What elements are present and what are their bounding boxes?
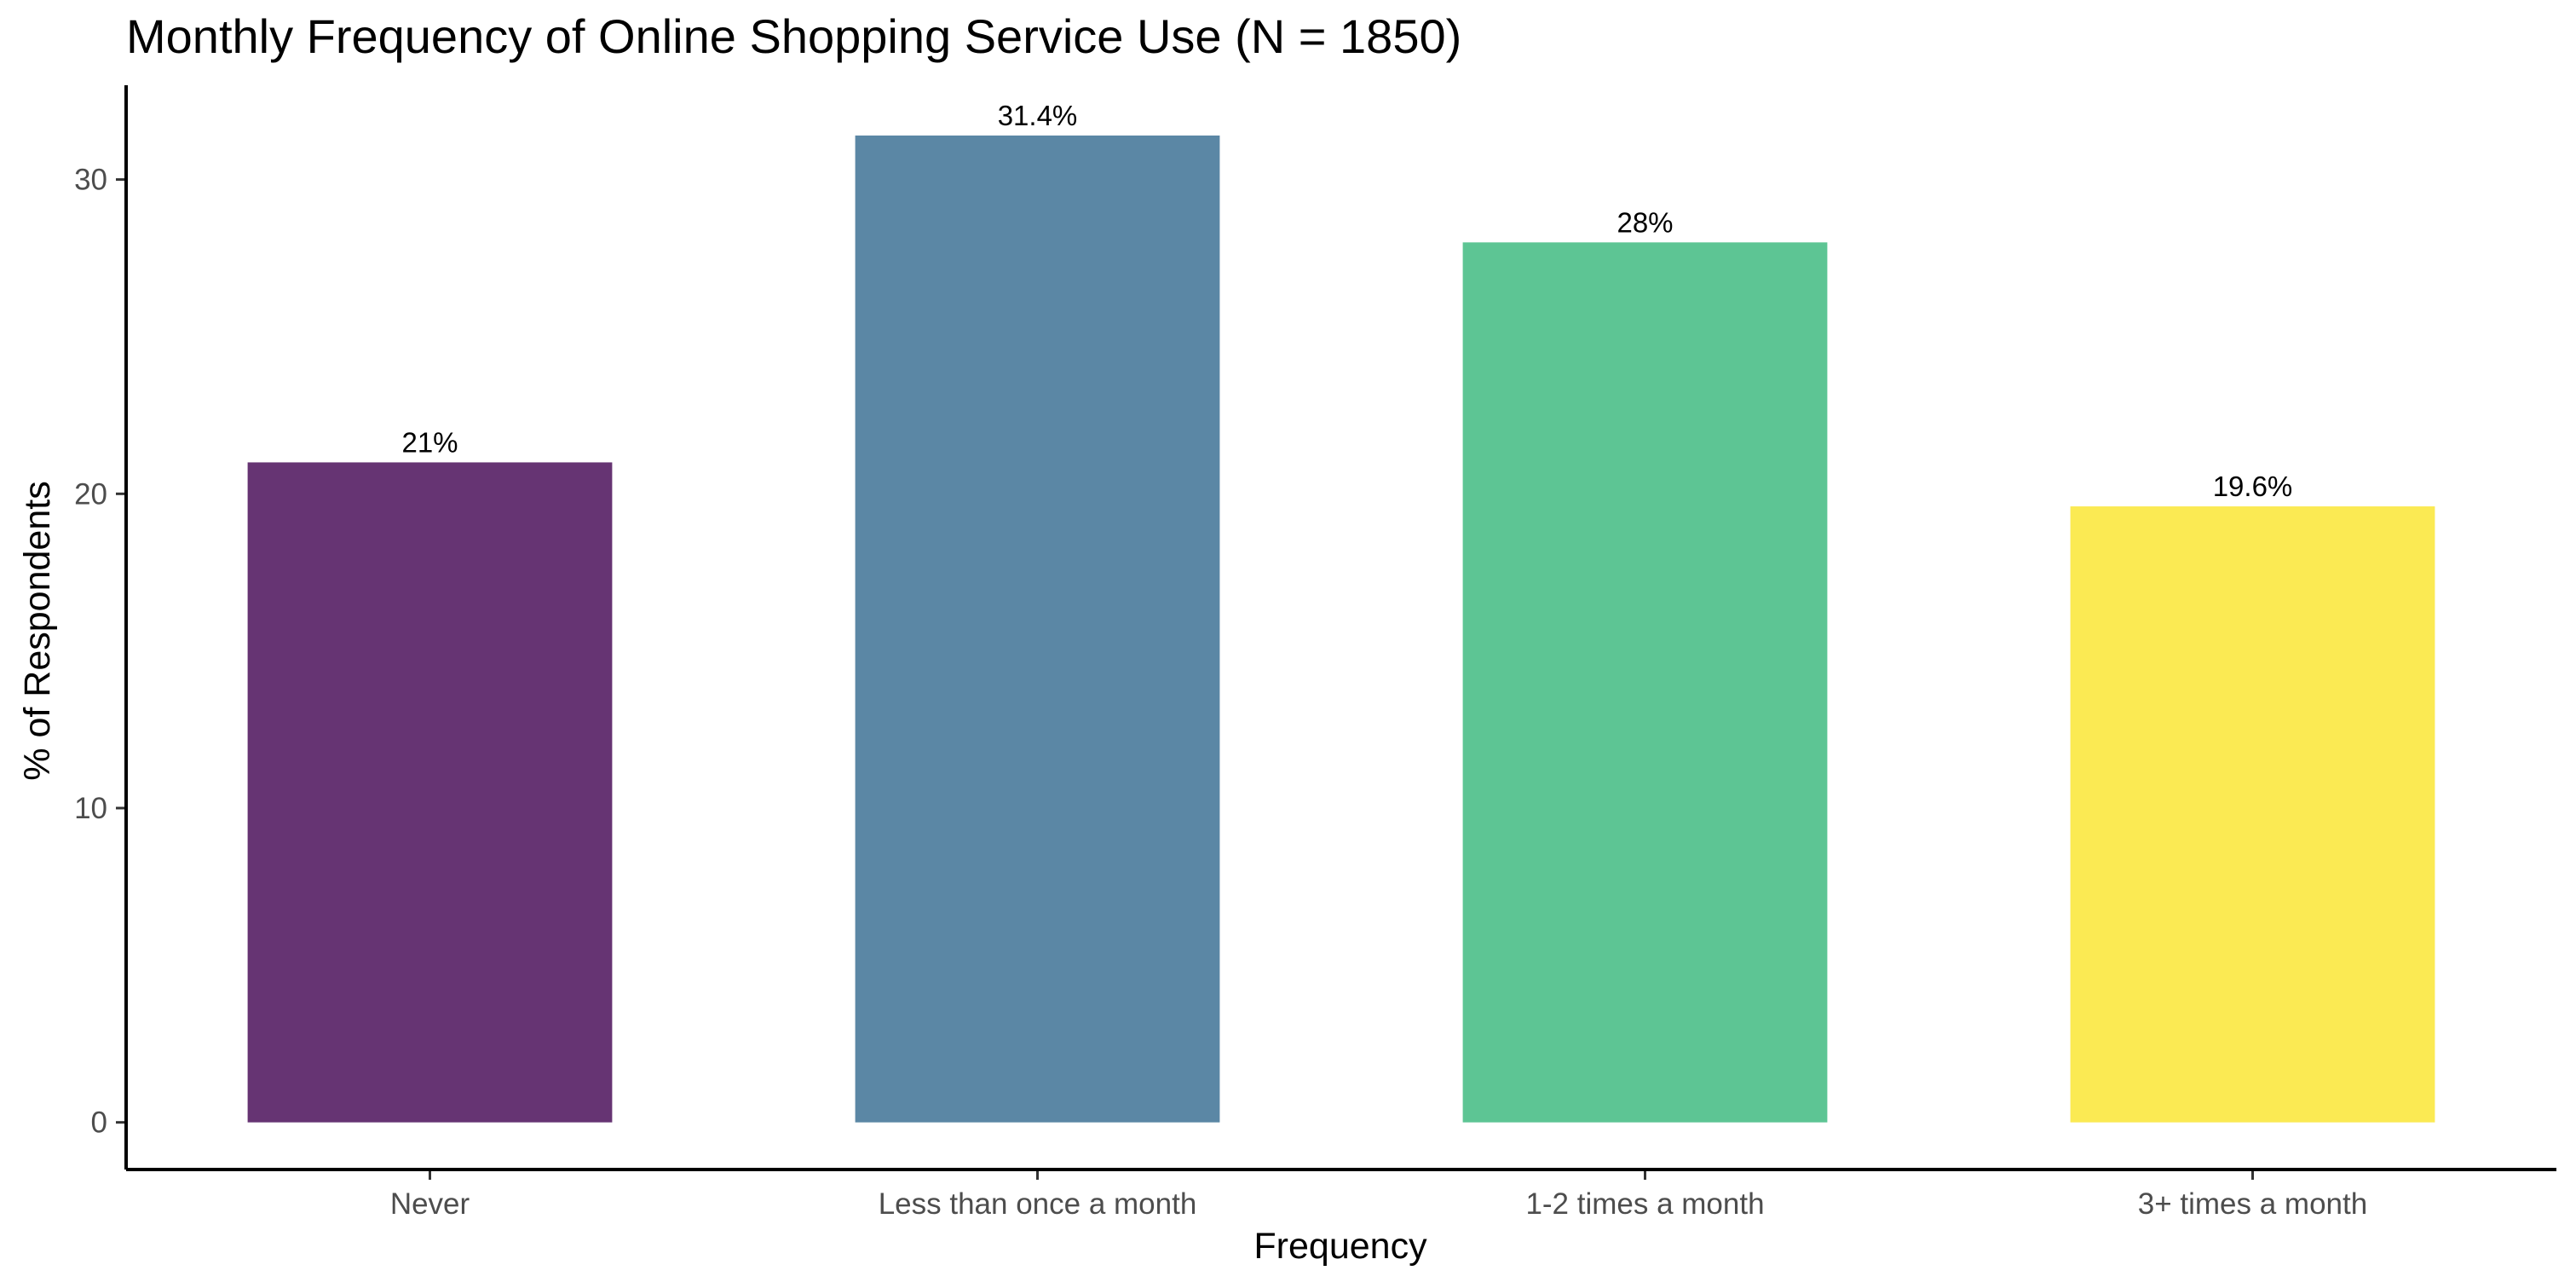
data-label-3: 19.6% <box>2213 471 2293 502</box>
bar-1 <box>855 135 1220 1123</box>
data-label-0: 21% <box>401 426 458 458</box>
bar-0 <box>247 462 613 1123</box>
data-label-2: 28% <box>1616 206 1673 238</box>
y-axis-title: % of Respondents <box>17 481 58 780</box>
x-axis-title: Frequency <box>1253 1226 1427 1267</box>
x-tick-label-0: Never <box>390 1187 470 1221</box>
chart-title: Monthly Frequency of Online Shopping Ser… <box>126 9 1461 63</box>
data-label-1: 31.4% <box>998 100 1078 131</box>
bar-2 <box>1462 242 1828 1123</box>
y-tick-label-0: 0 <box>91 1106 107 1140</box>
plot-area: 21% Never 31.4% Less than once a month 28% 1-… <box>74 85 2556 1221</box>
y-tick-label-3: 30 <box>74 164 107 197</box>
x-tick-label-1: Less than once a month <box>879 1187 1197 1221</box>
bar-3 <box>2070 506 2435 1123</box>
x-tick-label-2: 1-2 times a month <box>1525 1187 1764 1221</box>
y-tick-label-2: 20 <box>74 477 107 511</box>
y-tick-label-1: 10 <box>74 792 107 825</box>
x-tick-label-3: 3+ times a month <box>2138 1187 2367 1221</box>
